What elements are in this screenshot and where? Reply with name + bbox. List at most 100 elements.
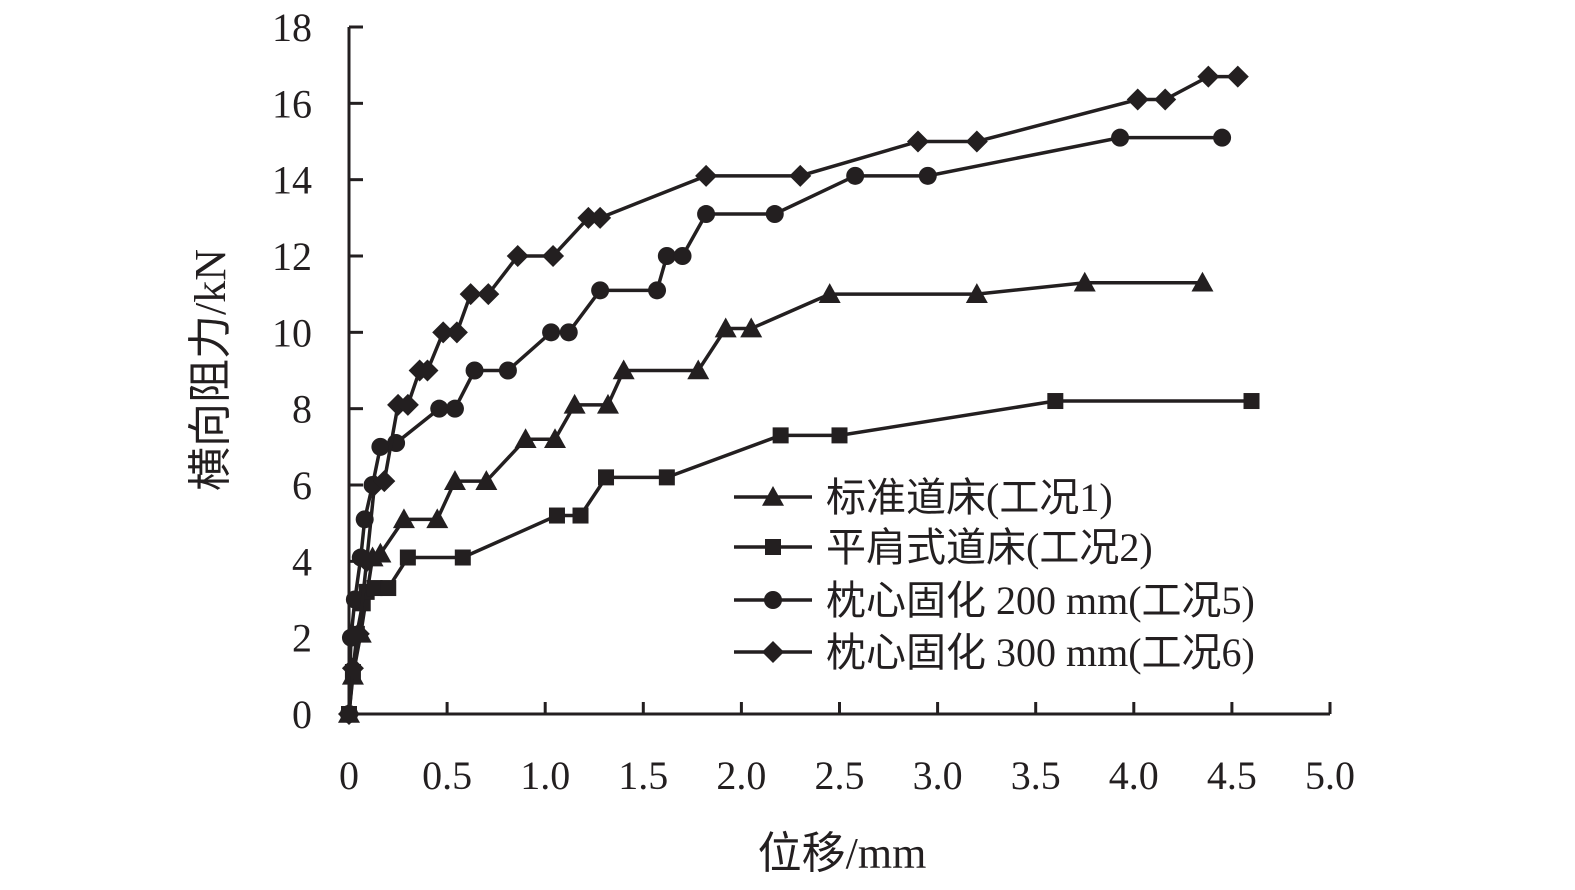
- triangle-marker: [475, 470, 498, 490]
- triangle-marker: [426, 508, 449, 529]
- circle-marker: [673, 247, 692, 265]
- legend-item-1: 标准道床(工况1): [734, 475, 1113, 520]
- x-tick-label: 3.0: [913, 753, 963, 798]
- y-tick-label: 8: [292, 387, 312, 432]
- y-axis-title: 横向阻力/kN: [186, 249, 235, 491]
- diamond-marker: [1154, 88, 1177, 111]
- y-tick-label: 6: [292, 463, 312, 508]
- x-tick-label: 0.5: [422, 753, 472, 798]
- triangle-marker: [714, 317, 737, 338]
- triangle-marker: [596, 393, 619, 414]
- x-tick-label: 2.5: [815, 753, 865, 798]
- triangle-marker: [687, 359, 710, 380]
- y-tick-label: 18: [272, 5, 312, 50]
- circle-marker: [765, 205, 784, 224]
- y-tick-label: 2: [292, 616, 312, 661]
- diamond-marker: [589, 206, 612, 229]
- legend-item-4: 枕心固化 300 mm(工况6): [734, 630, 1255, 675]
- x-tick-label: 2.0: [716, 753, 766, 798]
- axes: 0 0.5 1.0 1.5 2.0 2.5 3.0 3.5 4.0 4.5 5.0 0 2 4 6 8 10 12…: [272, 5, 1355, 798]
- triangle-marker: [965, 283, 988, 303]
- diamond-marker: [373, 470, 396, 493]
- x-tick-label: 1.0: [520, 753, 570, 798]
- circle-marker: [591, 281, 610, 300]
- series-4: [338, 65, 1249, 725]
- legend: 标准道床(工况1) 平肩式道床(工况2) 枕心固化 200 mm(工况5) 枕心固化 …: [734, 475, 1255, 675]
- diamond-marker: [355, 550, 378, 573]
- diamond-marker: [432, 321, 455, 344]
- triangle-marker: [1073, 271, 1096, 292]
- triangle-marker: [563, 393, 586, 414]
- circle-marker: [657, 247, 676, 265]
- square-marker: [765, 539, 781, 555]
- square-marker: [399, 549, 416, 566]
- triangle-marker: [443, 470, 466, 490]
- x-axis-title: 位移/mm: [758, 829, 927, 878]
- legend-label: 平肩式道床(工况2): [826, 525, 1153, 570]
- y-tick-label: 14: [272, 158, 312, 203]
- triangle-marker: [740, 317, 763, 338]
- triangle-marker: [1191, 271, 1214, 292]
- square-marker: [598, 469, 615, 486]
- diamond-marker: [445, 321, 468, 344]
- diamond-marker: [542, 245, 565, 267]
- square-marker: [658, 469, 675, 486]
- diamond-marker: [762, 641, 784, 663]
- diamond-marker: [965, 130, 988, 153]
- diamond-marker: [416, 359, 439, 382]
- circle-marker: [918, 166, 937, 185]
- triangle-marker: [818, 283, 841, 303]
- circle-marker: [430, 399, 449, 418]
- circle-marker: [697, 205, 716, 224]
- x-tick-label: 3.5: [1011, 753, 1061, 798]
- y-tick-label: 16: [272, 81, 312, 126]
- circle-marker: [445, 399, 464, 418]
- legend-label: 枕心固化 200 mm(工况5): [826, 578, 1255, 623]
- x-tick-label: 4.5: [1207, 753, 1257, 798]
- series-1: [338, 271, 1214, 723]
- triangle-marker: [369, 542, 392, 563]
- x-tick-label: 0: [339, 753, 359, 798]
- square-marker: [1047, 393, 1064, 410]
- circle-marker: [498, 361, 517, 380]
- square-marker: [454, 549, 471, 566]
- triangle-marker: [544, 428, 567, 448]
- square-marker: [1243, 393, 1260, 410]
- y-tick-label: 0: [292, 692, 312, 737]
- x-tick-label: 4.0: [1109, 753, 1159, 798]
- series-line: [347, 135, 1223, 715]
- diamond-marker: [338, 703, 360, 725]
- legend-label: 标准道床(工况1): [826, 475, 1113, 520]
- diamond-marker: [789, 164, 812, 187]
- diamond-marker: [341, 657, 364, 680]
- series-group: [338, 65, 1260, 725]
- legend-item-3: 枕心固化 200 mm(工况5): [734, 578, 1255, 623]
- legend-item-2: 平肩式道床(工况2): [734, 525, 1153, 570]
- diamond-marker: [477, 283, 500, 306]
- y-tick-label: 4: [292, 539, 312, 584]
- circle-marker: [542, 323, 561, 342]
- triangle-marker: [392, 508, 415, 529]
- y-tick-label: 12: [272, 234, 312, 279]
- diamond-marker: [506, 245, 529, 267]
- square-marker: [366, 580, 383, 597]
- circle-marker: [465, 361, 484, 380]
- triangle-marker: [514, 428, 537, 448]
- circle-marker: [846, 166, 865, 185]
- diamond-marker: [396, 393, 419, 416]
- triangle-marker: [612, 359, 635, 380]
- circle-marker: [1111, 128, 1130, 147]
- x-tick-label: 5.0: [1305, 753, 1355, 798]
- circle-marker: [648, 281, 667, 300]
- square-marker: [572, 507, 589, 524]
- diamond-marker: [1226, 65, 1249, 88]
- diamond-marker: [577, 206, 600, 229]
- circle-marker: [764, 591, 782, 609]
- diamond-marker: [1126, 88, 1149, 111]
- y-tick-label: 10: [272, 310, 312, 355]
- diamond-marker: [906, 130, 929, 153]
- diamond-marker: [347, 622, 370, 645]
- circle-marker: [371, 437, 390, 456]
